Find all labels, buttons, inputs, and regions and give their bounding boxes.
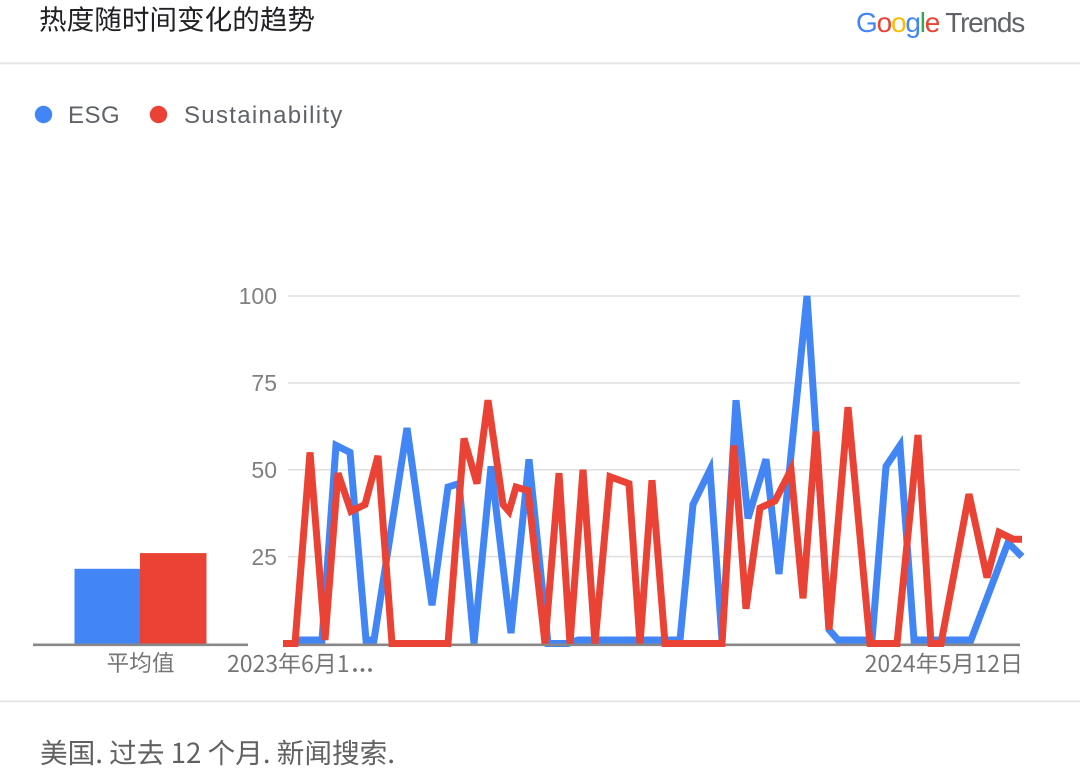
svg-text:25: 25: [251, 544, 277, 570]
svg-text:50: 50: [251, 457, 277, 483]
svg-text:Google Trends: Google Trends: [856, 7, 1024, 38]
svg-text:ESG: ESG: [68, 102, 120, 129]
svg-text:100: 100: [239, 283, 277, 309]
svg-text:75: 75: [251, 370, 277, 396]
svg-text:Sustainability: Sustainability: [184, 102, 344, 129]
